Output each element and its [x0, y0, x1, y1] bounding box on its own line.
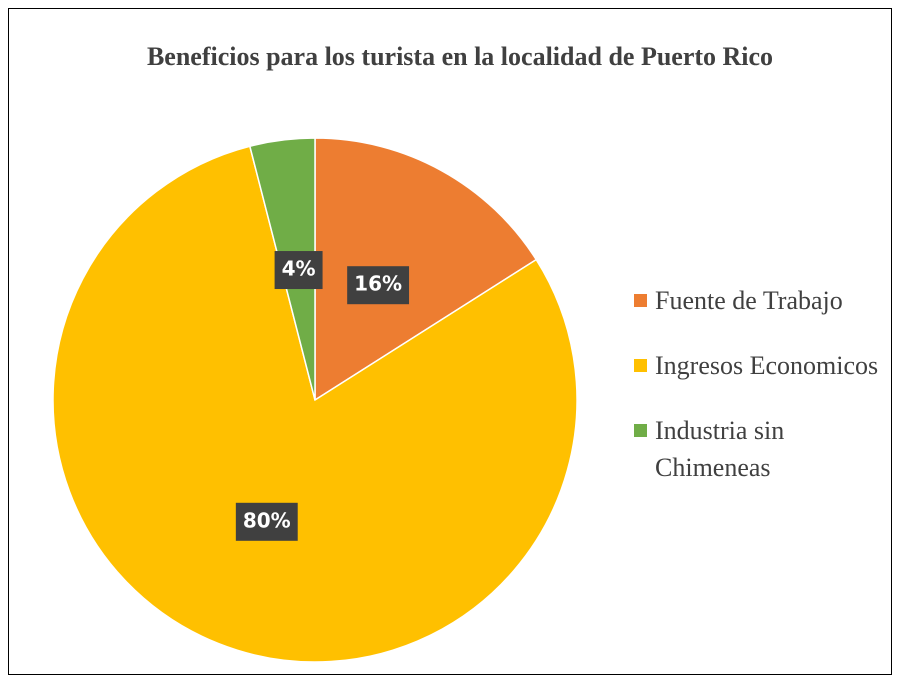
pie-slice [52, 145, 578, 663]
legend-swatch [634, 424, 647, 437]
legend-label: Fuente de Trabajo [655, 286, 843, 315]
chart-border [8, 8, 892, 675]
data-label: 4% [282, 257, 316, 281]
data-label-box [347, 266, 410, 305]
pie-slice [314, 137, 538, 402]
legend-item: Fuente de Trabajo [634, 282, 896, 319]
chart-title: Beneficios para los turista en la locali… [146, 42, 774, 71]
data-label: 16% [354, 272, 402, 296]
legend: Fuente de Trabajo Ingresos Economicos Indu… [634, 282, 896, 514]
legend-swatch [634, 294, 647, 307]
legend-item: Industria sin Chimeneas [634, 412, 896, 486]
legend-item: Ingresos Economicos [634, 347, 896, 384]
data-label-box [274, 251, 323, 290]
data-label-box [235, 502, 298, 541]
legend-label: Ingresos Economicos [655, 351, 879, 380]
legend-label: Industria sin Chimeneas [655, 416, 785, 482]
data-label: 80% [243, 508, 291, 532]
legend-swatch [634, 359, 647, 372]
